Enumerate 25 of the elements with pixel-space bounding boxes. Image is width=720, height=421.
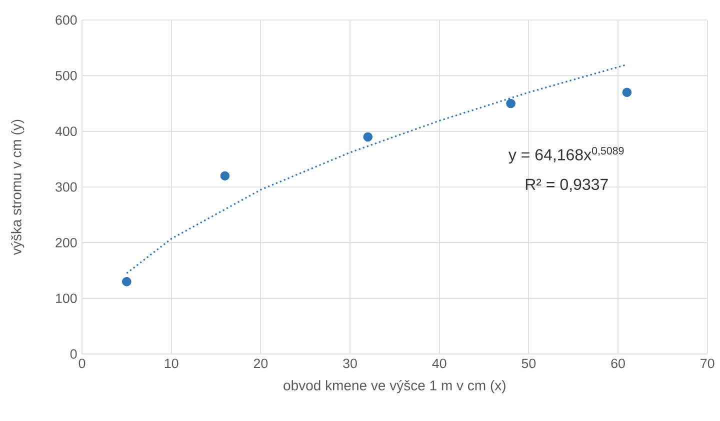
annotation: R² = 0,9337 — [526, 178, 608, 192]
point — [363, 132, 373, 142]
x-tick-label: 70 — [700, 358, 714, 368]
x-tick-label: 10 — [164, 358, 178, 368]
y-tick-label: 300 — [56, 182, 77, 192]
x-tick-label: 20 — [254, 358, 268, 368]
x-tick-label: 60 — [611, 358, 625, 368]
x-tick-label: 0 — [78, 358, 86, 368]
line-series — [126, 64, 628, 274]
x-tick-label: 30 — [343, 358, 357, 368]
point — [220, 171, 230, 181]
y-tick-label: 600 — [56, 15, 77, 25]
point — [506, 98, 516, 108]
x-axis-title: obvod kmene ve výšce 1 m v cm (x) — [284, 380, 506, 394]
annotation: y = 64,168x$^{0,5089}$ — [508, 146, 624, 164]
y-tick-label: 500 — [56, 70, 77, 80]
point — [122, 276, 132, 286]
y-tick-label: 100 — [56, 294, 77, 304]
x-tick-label: 50 — [522, 358, 536, 368]
y-tick-label: 0 — [70, 349, 77, 359]
point — [622, 88, 632, 98]
y-axis-title: výška stromu v cm (y) — [10, 120, 24, 256]
y-tick-label: 400 — [55, 126, 77, 136]
y-tick-label: 200 — [56, 238, 77, 248]
x-tick-label: 40 — [432, 358, 446, 368]
